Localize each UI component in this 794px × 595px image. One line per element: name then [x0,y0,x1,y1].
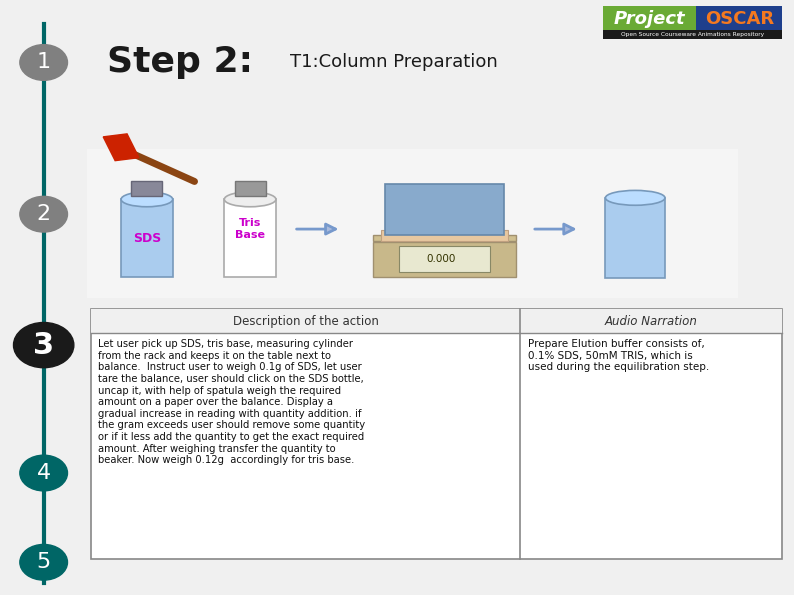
Text: Step 2:: Step 2: [107,45,253,80]
Text: Project: Project [614,11,686,29]
Ellipse shape [121,192,173,207]
Text: 4: 4 [37,463,51,483]
Text: Prepare Elution buffer consists of,
0.1% SDS, 50mM TRIS, which is
used during th: Prepare Elution buffer consists of, 0.1%… [527,339,709,372]
FancyBboxPatch shape [373,242,516,277]
Text: T1:Column Preparation: T1:Column Preparation [290,54,498,71]
FancyBboxPatch shape [603,6,696,39]
Text: 3: 3 [33,331,54,359]
Circle shape [20,455,67,491]
FancyBboxPatch shape [87,149,738,298]
Polygon shape [103,134,139,161]
FancyBboxPatch shape [132,181,163,196]
FancyBboxPatch shape [399,246,490,272]
FancyBboxPatch shape [606,198,665,278]
Text: Open Source Courseware Animations Repository: Open Source Courseware Animations Reposi… [621,32,765,37]
FancyBboxPatch shape [373,235,516,241]
Circle shape [20,45,67,80]
Ellipse shape [224,192,276,207]
Text: 1: 1 [37,52,51,73]
Circle shape [20,196,67,232]
Text: 0.000: 0.000 [426,254,455,264]
FancyBboxPatch shape [603,30,782,39]
Text: OSCAR: OSCAR [704,11,774,29]
FancyBboxPatch shape [121,199,173,277]
FancyBboxPatch shape [91,309,782,333]
FancyBboxPatch shape [385,184,504,235]
Circle shape [20,544,67,580]
Circle shape [13,322,74,368]
FancyBboxPatch shape [696,6,782,39]
FancyBboxPatch shape [224,199,276,277]
FancyBboxPatch shape [91,309,782,559]
Text: 2: 2 [37,204,51,224]
FancyBboxPatch shape [235,181,265,196]
Text: Description of the action: Description of the action [233,315,379,328]
Text: Audio Narration: Audio Narration [604,315,697,328]
Text: Tris
Base: Tris Base [235,218,265,240]
Text: SDS: SDS [133,231,161,245]
FancyBboxPatch shape [381,230,508,241]
Text: Let user pick up SDS, tris base, measuring cylinder
from the rack and keeps it o: Let user pick up SDS, tris base, measuri… [98,339,364,465]
Ellipse shape [606,190,665,205]
Text: 5: 5 [37,552,51,572]
